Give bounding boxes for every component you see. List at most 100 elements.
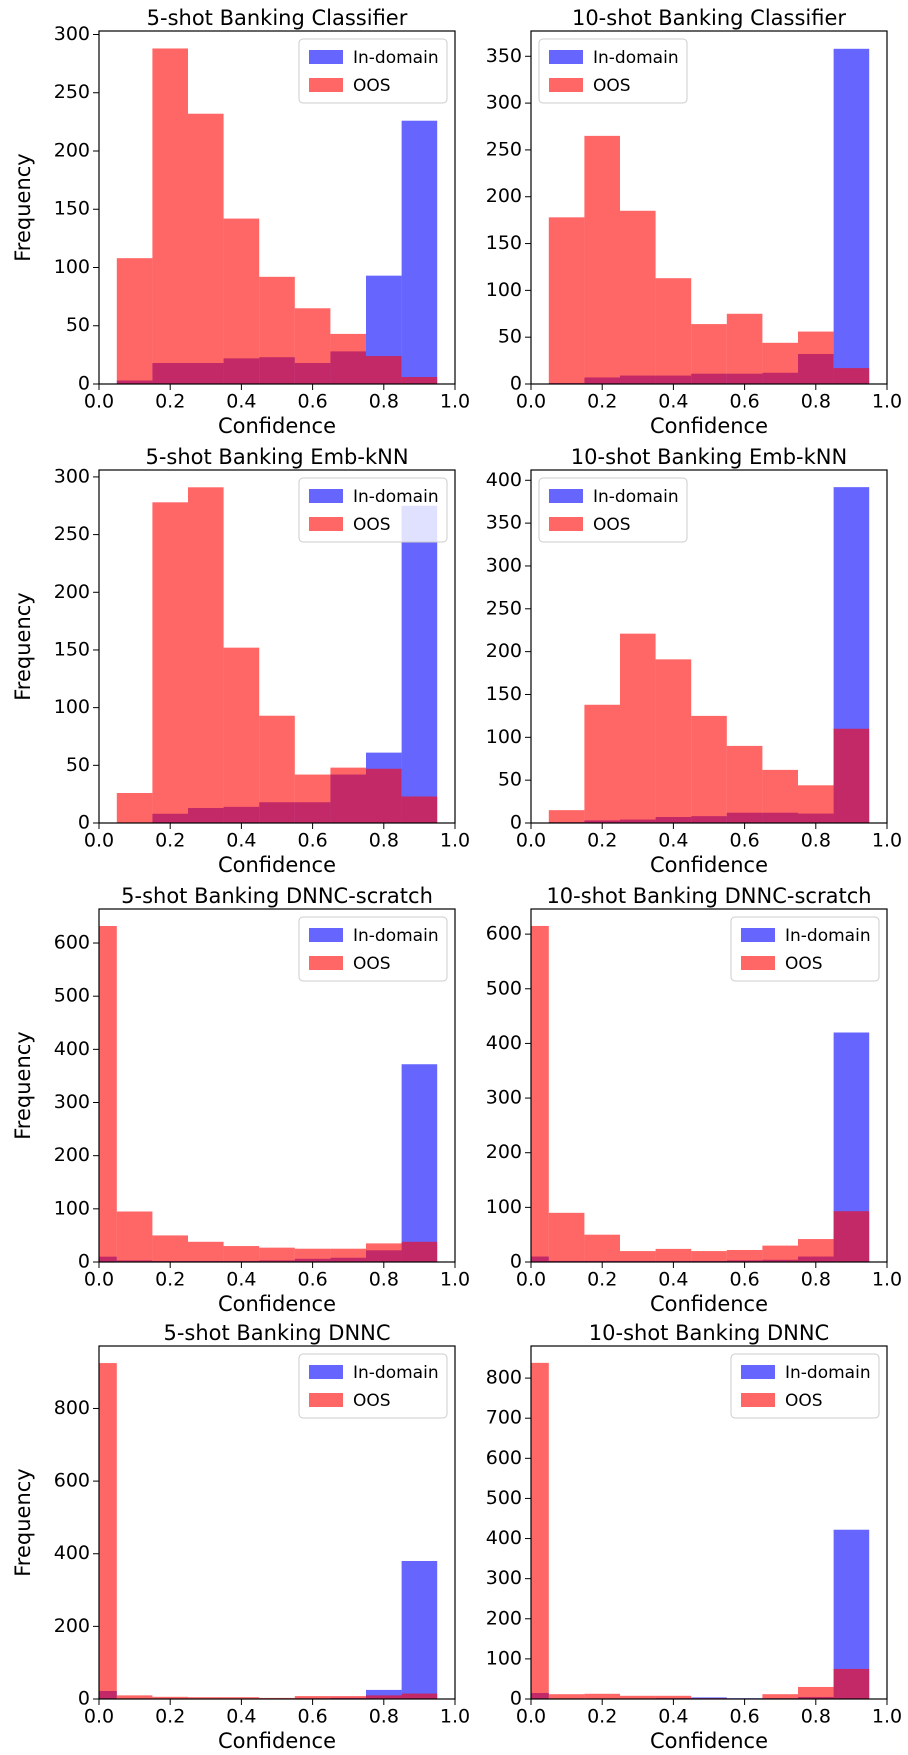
legend-swatch [309,50,343,64]
axes-frame [98,30,456,385]
chart-title: 10-shot Banking Emb-kNN [571,445,847,469]
histogram-bar [726,1249,763,1262]
bars [99,1363,438,1699]
y-tick-label: 150 [54,198,90,220]
x-tick-label: 0.6 [297,830,327,852]
histogram-bar [833,48,870,384]
legend-swatch [741,1393,775,1407]
histogram-bar [116,1211,153,1262]
histogram-bar [259,1247,295,1262]
x-tick-label: 0.4 [226,1706,256,1728]
x-tick-label: 1.0 [872,1269,902,1291]
legend: In-domain OOS [538,477,688,543]
y-tick-label: 0 [78,373,90,395]
legend-label: In-domain [785,926,871,946]
x-tick-label: 1.0 [440,830,470,852]
subplot: 0.0 0.2 0.4 0.6 0.8 1.0 0 50 100 150 200 250 300 5-sh… [11,445,470,877]
legend-swatch [741,1365,775,1379]
legend-label: In-domain [593,487,679,507]
x-tick-label: 0.2 [155,1269,185,1291]
histogram-bar [691,324,727,384]
x-tick-label: 0.8 [369,391,399,413]
subplot: 0.0 0.2 0.4 0.6 0.8 1.0 0 100 200 300 400 500 600 700… [486,1321,902,1753]
legend: In-domain OOS [298,916,448,982]
x-tick-label: 0.8 [369,1706,399,1728]
histogram-bar [366,356,402,384]
x-tick-label: 0.0 [516,391,546,413]
histogram-bar [152,502,188,823]
x-axis-label: Confidence [650,1292,768,1316]
x-tick-label: 0.8 [801,1269,831,1291]
x-tick-label: 0.0 [516,1269,546,1291]
y-tick-label: 50 [66,314,90,336]
y-tick-label: 0 [510,373,522,395]
histogram-bar [259,715,295,823]
x-tick-label: 0.4 [658,830,688,852]
legend-swatch [549,489,583,503]
histogram-bar [548,217,585,384]
y-axis-label: Frequency [11,153,35,262]
x-tick-label: 0.0 [516,830,546,852]
histogram-bar [762,1245,798,1262]
histogram-bar [99,1363,117,1699]
y-tick-label: 400 [486,1032,522,1054]
x-tick-label: 1.0 [872,830,902,852]
histogram-bar [401,1693,438,1699]
histogram-bar [401,377,438,384]
histogram-bar [188,1697,224,1699]
y-tick-label: 400 [486,1527,522,1549]
chart-title: 5-shot Banking DNNC [163,1321,390,1345]
x-tick-label: 0.8 [369,1269,399,1291]
y-tick-label: 800 [486,1367,522,1389]
y-tick-label: 0 [510,1688,522,1710]
histogram-bar [116,1695,153,1699]
x-axis-label: Confidence [218,1292,336,1316]
histogram-bar [798,1686,834,1699]
histogram-bar [548,1694,585,1699]
chart-title: 10-shot Banking Classifier [572,6,846,30]
histogram-bar [188,113,224,384]
histogram-bar [833,728,870,823]
legend: In-domain OOS [538,38,688,104]
x-axis-label: Confidence [218,414,336,438]
y-axis-label: Frequency [11,1031,35,1140]
histogram-bar [99,926,117,1262]
y-tick-label: 200 [486,1141,522,1163]
x-tick-label: 1.0 [872,1706,902,1728]
histogram-bar [401,1560,438,1699]
y-tick-label: 300 [54,1091,90,1113]
x-tick-label: 0.6 [729,391,759,413]
axes-frame [530,469,888,824]
x-tick-label: 0.6 [729,1706,759,1728]
histogram-bar [259,276,295,384]
chart-title: 5-shot Banking Emb-kNN [145,445,408,469]
y-tick-label: 100 [54,256,90,278]
subplot: 0.0 0.2 0.4 0.6 0.8 1.0 0 50 100 150 200 250 300 350 4… [486,445,902,877]
histogram-bar [798,331,834,384]
y-tick-label: 200 [54,139,90,161]
histogram-bar [294,1248,331,1262]
legend-swatch [309,78,343,92]
y-tick-label: 700 [486,1407,522,1429]
axes-frame [530,30,888,385]
x-tick-label: 0.2 [155,830,185,852]
subplot: 0.0 0.2 0.4 0.6 0.8 1.0 0 100 200 300 400 500 600 5-s… [11,884,470,1316]
histogram-bar [548,810,585,823]
chart-title: 5-shot Banking DNNC-scratch [121,884,433,908]
histogram-bar [223,647,260,823]
axes-frame [530,1345,888,1700]
histogram-bar [223,1246,260,1262]
histogram-bar [655,278,692,384]
y-tick-label: 100 [486,279,522,301]
histogram-bar [620,1695,656,1699]
bars [99,926,438,1262]
chart-title: 10-shot Banking DNNC-scratch [546,884,871,908]
y-tick-label: 300 [486,554,522,576]
legend-label: OOS [593,76,631,96]
legend-label: OOS [353,954,391,974]
y-tick-label: 250 [54,81,90,103]
y-tick-label: 500 [54,985,90,1007]
y-tick-label: 50 [498,326,522,348]
legend: In-domain OOS [298,477,448,543]
x-tick-label: 0.4 [658,1269,688,1291]
